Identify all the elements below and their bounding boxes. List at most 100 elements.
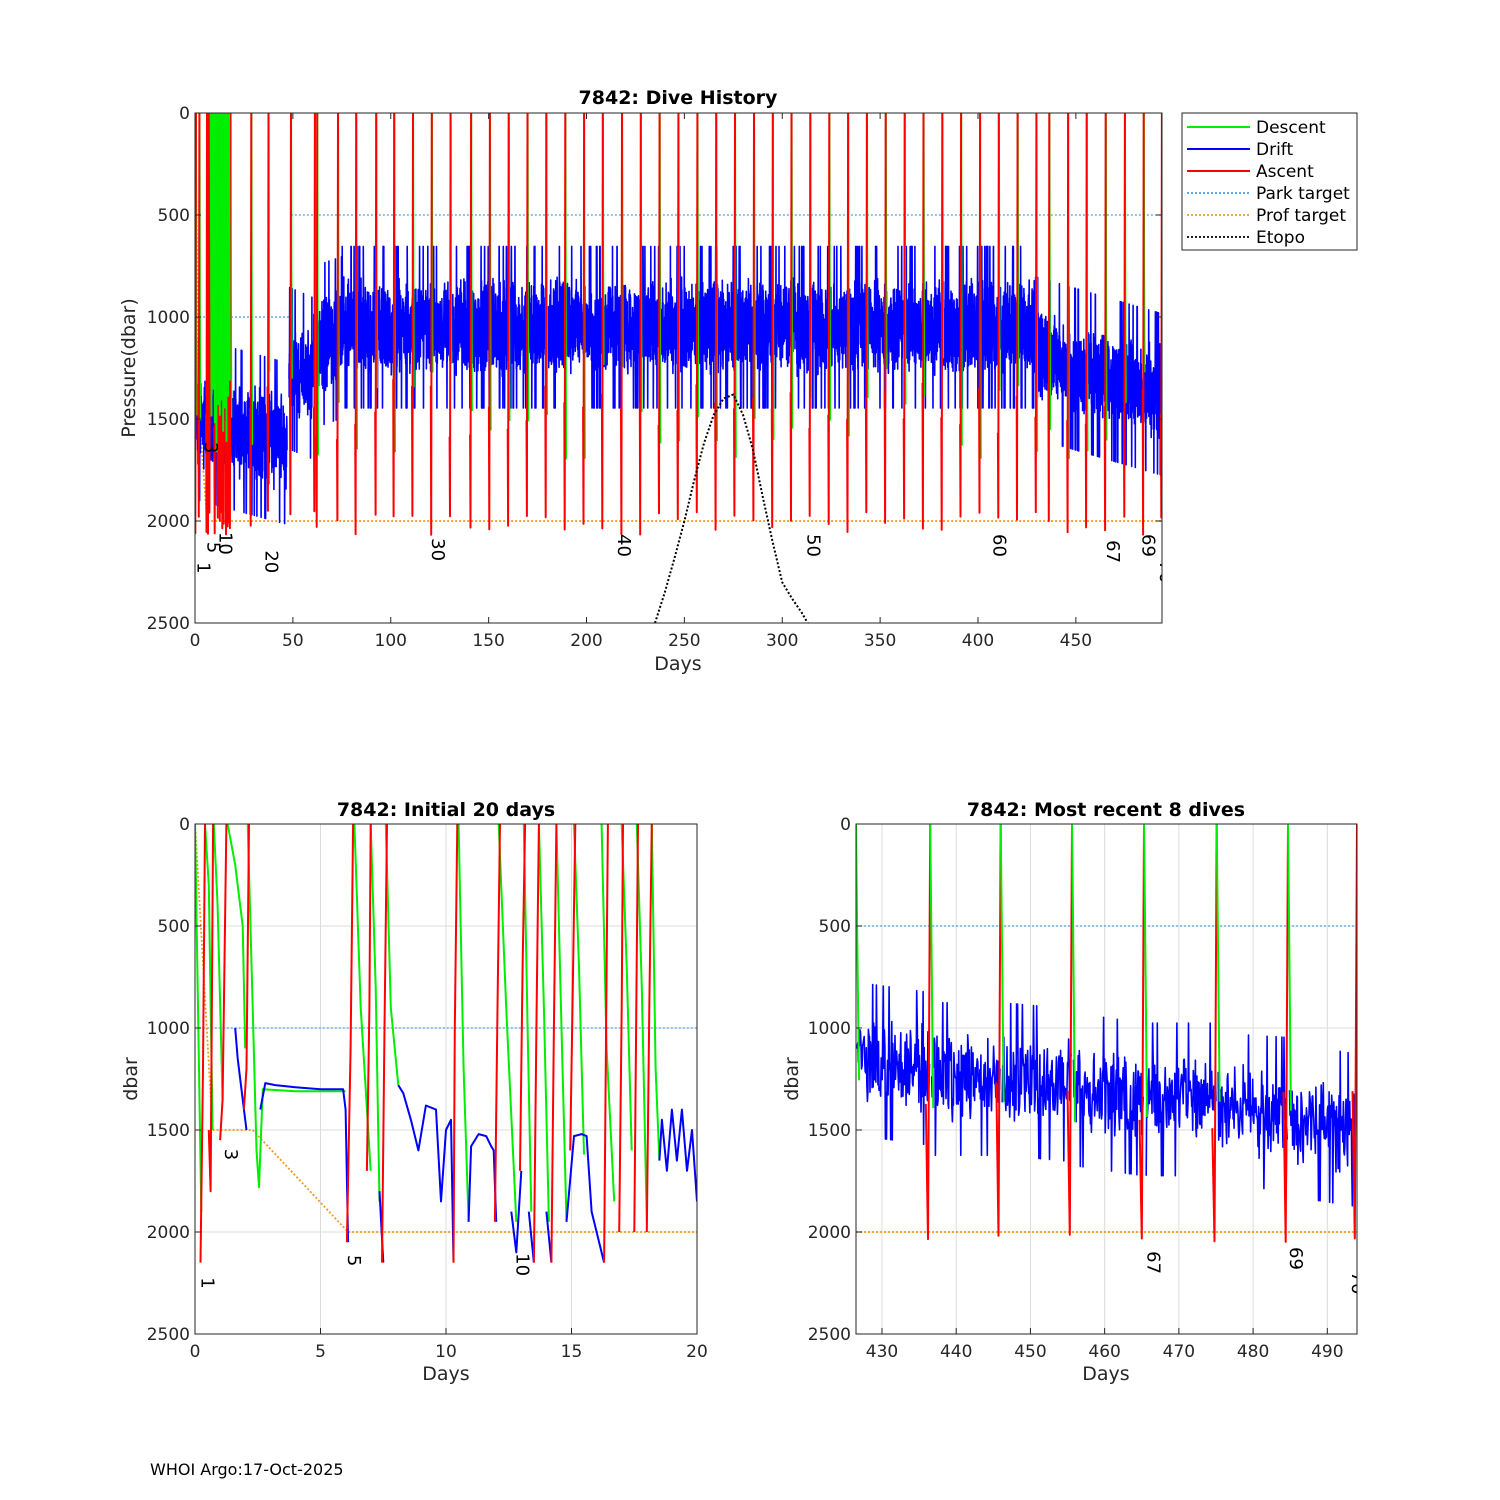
dive-history-ascent-line — [487, 113, 491, 531]
initial-20-days-drift-line — [467, 1133, 498, 1222]
initial-20-days-ascent-line — [493, 824, 501, 1222]
legend-label: Prof target — [1256, 206, 1346, 226]
initial-20-days-ascent-line — [365, 824, 372, 1171]
initial-20-days-ytick-label: 2500 — [147, 1325, 190, 1345]
dive-history-drift-line — [1035, 276, 1162, 476]
dive-history-ascent-line — [959, 113, 963, 518]
dive-history-descent-line — [209, 113, 213, 417]
dive-history-descent-line — [211, 113, 215, 390]
dive-history-cycle-label: 30 — [427, 538, 448, 561]
dive-history-ascent-line — [197, 113, 201, 518]
initial-20-days-chart: 1 3 5 10 0 5 10 15 20 0 500 1000 1500 2000 2500 7842:… — [120, 799, 708, 1385]
dive-history-ylabel: Pressure(dbar) — [118, 298, 140, 438]
legend-label: Ascent — [1256, 162, 1314, 182]
dive-history-ascent-line — [620, 113, 623, 536]
dive-history-xtick-label: 350 — [864, 631, 896, 651]
dive-history-descent-line — [221, 113, 225, 432]
initial-20-days-xtick-label: 0 — [190, 1342, 201, 1362]
dive-history-cycle-label: 10 — [215, 532, 236, 555]
initial-20-days-descent-line — [650, 824, 661, 1161]
legend-label: Park target — [1256, 184, 1350, 204]
initial-20-days-ytick-label: 1500 — [147, 1121, 190, 1141]
initial-20-days-drift-line — [510, 1170, 523, 1254]
dive-history-descent-line — [224, 113, 228, 442]
recent-8-dives-xtick-label: 470 — [1163, 1342, 1195, 1362]
recent-8-dives-descent-line — [1143, 824, 1148, 1118]
initial-20-days-descent-line — [457, 824, 470, 1222]
initial-20-days-ascent-line — [452, 824, 459, 1263]
recent-8-dives-axes-frame — [855, 823, 1358, 1335]
recent-8-dives-xtick-label: 490 — [1311, 1342, 1343, 1362]
dive-history-ascent-line — [1103, 113, 1107, 532]
recent-8-dives-ytick-label: 2500 — [808, 1325, 851, 1345]
dive-history-descent-line — [223, 113, 226, 409]
footer-credit: WHOI Argo:17-Oct-2025 — [150, 1460, 344, 1479]
dive-history-axes-frame — [194, 112, 1163, 624]
recent-8-dives-drift-line — [1217, 1034, 1288, 1191]
dive-history-descent-line — [228, 113, 231, 381]
initial-20-days-drift-line — [234, 1027, 248, 1131]
dive-history-cycle-label: 60 — [989, 534, 1010, 557]
initial-20-days-ytick-label: 1000 — [147, 1019, 190, 1039]
recent-8-dives-descent-line — [929, 824, 935, 1109]
initial-20-days-ascent-line — [207, 824, 215, 1193]
dive-history-ascent-line — [996, 113, 1000, 519]
dive-history-xtick-label: 450 — [1060, 631, 1092, 651]
dive-history-ascent-line — [315, 113, 319, 528]
initial-20-days-xtick-label: 5 — [315, 1342, 326, 1362]
legend-label: Drift — [1256, 140, 1293, 160]
dive-history-cycle-label: 70 — [1155, 561, 1176, 584]
dive-history-descent-line — [214, 113, 218, 453]
dive-history-ascent-line — [1015, 113, 1019, 521]
recent-8-dives-cycle-label: 70 — [1347, 1272, 1368, 1295]
dive-history-ascent-line — [469, 113, 473, 529]
dive-history-ytick-label: 1500 — [147, 410, 190, 430]
recent-8-dives-ytick-label: 2000 — [808, 1223, 851, 1243]
dive-history-ascent-line — [638, 113, 642, 536]
recent-8-dives-xtick-label: 440 — [940, 1342, 972, 1362]
recent-8-dives-ascent-line — [1138, 824, 1145, 1240]
dive-history-xtick-label: 0 — [190, 631, 201, 651]
dive-history-cycle-label: 5 — [203, 542, 224, 553]
dive-history-ascent-line — [266, 113, 270, 512]
recent-8-dives-descent-line — [1287, 824, 1292, 1111]
dive-history-ascent-line — [289, 113, 292, 516]
recent-8-dives-ascent-line — [1351, 824, 1357, 1240]
initial-20-days-ascent-line — [242, 824, 250, 1110]
dive-history-xtick-label: 100 — [375, 631, 407, 651]
dive-history-ytick-label: 0 — [179, 104, 190, 124]
dive-history-ascent-line — [978, 113, 982, 514]
dive-history-ascent-line — [846, 113, 850, 533]
dive-history-ascent-line — [600, 113, 604, 530]
dive-history-xtick-label: 300 — [766, 631, 798, 651]
recent-8-dives-ytick-label: 500 — [819, 917, 851, 937]
dive-history-ascent-line — [864, 113, 868, 514]
recent-8-dives-drift-line — [1072, 1016, 1144, 1176]
dive-history-xlabel: Days — [654, 653, 701, 675]
dive-history-chart: 1 3 510 20 30 40 50 60 67 69 70 0 50 100 150 200 250 300… — [118, 87, 1176, 675]
dive-history-ascent-line — [1066, 113, 1070, 534]
initial-20-days-ascent-line — [645, 824, 653, 1233]
dive-history-ascent-line — [695, 113, 699, 514]
initial-20-days-descent-line — [497, 824, 518, 1222]
dive-history-ascent-line — [374, 113, 378, 516]
dive-history-cycle-label: 20 — [261, 550, 282, 573]
dive-history-ascent-line — [902, 113, 906, 520]
initial-20-days-ascent-line — [550, 824, 558, 1263]
dive-history-ascent-line — [1047, 113, 1051, 522]
recent-8-dives-chart: 67 69 70 430 440 450 460 470 480 490 0 500 1000 1500… — [781, 799, 1368, 1385]
dive-history-ascent-line — [770, 113, 774, 529]
initial-20-days-ascent-line — [532, 824, 540, 1263]
initial-20-days-cycle-label: 5 — [343, 1255, 364, 1266]
dive-history-ascent-line — [940, 113, 944, 531]
dive-history-ascent-line — [208, 113, 211, 514]
initial-20-days-cycle-label: 3 — [220, 1149, 241, 1160]
dive-history-ascent-line — [582, 113, 586, 525]
recent-8-dives-ascent-line — [924, 824, 932, 1241]
recent-8-dives-descent-line — [999, 824, 1005, 1103]
dive-history-descent-line — [226, 113, 230, 397]
dive-history-ascent-line — [392, 113, 396, 518]
recent-8-dives-ascent-line — [995, 824, 1002, 1237]
initial-20-days-cycle-label: 10 — [511, 1253, 532, 1276]
